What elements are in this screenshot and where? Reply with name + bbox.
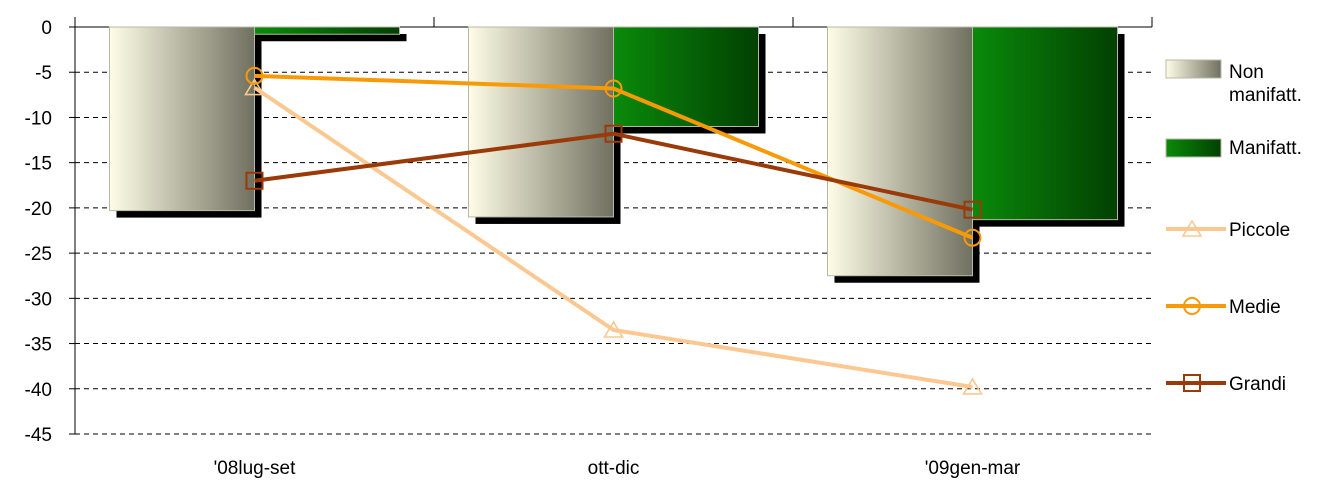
bar-manifatt- <box>255 27 400 34</box>
bar-non-manifatt- <box>828 27 973 276</box>
legend-label: Non <box>1229 62 1264 83</box>
bars <box>110 27 1125 283</box>
bar-manifatt- <box>973 27 1118 220</box>
bar-manifatt- <box>614 27 759 126</box>
legend-label: manifatt. <box>1229 85 1302 106</box>
y-tick-label: 0 <box>41 18 52 39</box>
x-tick-label: '09gen-mar <box>925 458 1021 479</box>
y-tick-label: -15 <box>25 154 52 175</box>
bar-non-manifatt- <box>469 27 614 217</box>
legend-label: Medie <box>1229 297 1281 318</box>
x-tick-label: ott-dic <box>588 458 640 479</box>
legend-label: Grandi <box>1229 374 1286 395</box>
y-tick-label: -5 <box>35 63 52 84</box>
x-tick-label: '08lug-set <box>214 458 297 479</box>
legend-label: Manifatt. <box>1229 138 1302 159</box>
bar-shadow <box>262 34 407 41</box>
y-tick-label: -25 <box>25 244 52 265</box>
y-tick-labels: 0 -5 -10 -15 -20 -25 -30 -35 -40 -45 <box>25 18 52 446</box>
legend-swatch-manifatt- <box>1166 139 1221 157</box>
y-tick-label: -45 <box>25 425 52 446</box>
y-tick-label: -30 <box>25 289 52 310</box>
bar-non-manifatt- <box>110 27 255 211</box>
y-tick-label: -20 <box>25 199 52 220</box>
x-tick-labels: '08lug-set ott-dic '09gen-mar <box>214 458 1021 479</box>
legend-swatch-non-manifatt- <box>1166 60 1221 78</box>
y-tick-label: -35 <box>25 335 52 356</box>
y-tick-label: -40 <box>25 380 52 401</box>
legend-label: Piccole <box>1229 220 1290 241</box>
y-tick-label: -10 <box>25 108 52 129</box>
